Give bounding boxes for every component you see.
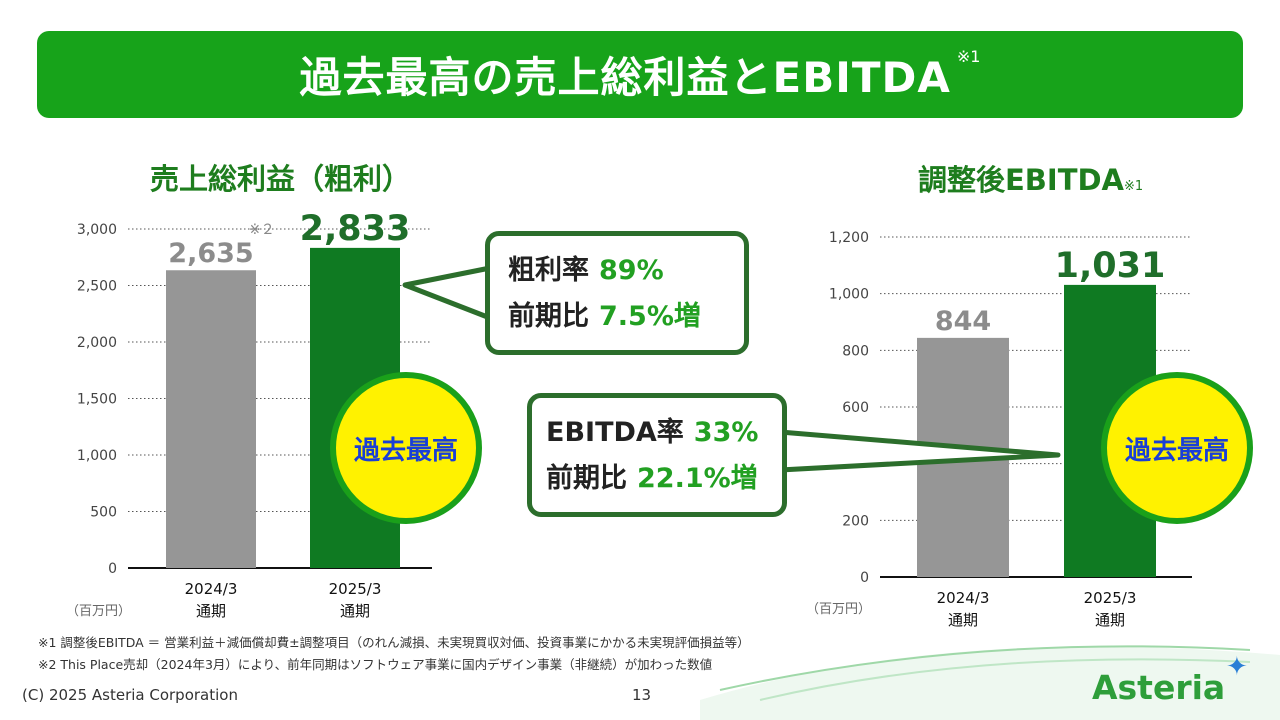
left-unit-label: （百万円） (66, 604, 132, 619)
right-unit-label: （百万円） (806, 602, 872, 617)
bar-value-label: 2,833 (300, 209, 411, 249)
x-tick-label: 通期 (340, 602, 370, 620)
x-tick-label: 通期 (1095, 611, 1125, 629)
y-tick-label: 200 (842, 513, 869, 529)
x-tick-label: 2025/3 (329, 580, 382, 598)
copyright: (C) 2025 Asteria Corporation (22, 686, 238, 704)
y-tick-label: 1,200 (829, 230, 869, 246)
page-title: 過去最高の売上総利益とEBITDA (299, 53, 951, 102)
gross-yoy-label: 前期比 (508, 301, 589, 332)
bar (166, 270, 256, 568)
y-tick-label: 2,000 (77, 335, 117, 351)
asteria-logo: Asteria (1092, 668, 1226, 707)
y-tick-label: 2,500 (77, 279, 117, 295)
gross-margin-callout: 粗利率 89% 前期比 7.5%増 (485, 231, 749, 355)
left-chart-title: 売上総利益（粗利） (150, 162, 412, 196)
ebitda-margin-callout: EBITDA率 33% 前期比 22.1%増 (527, 393, 787, 517)
y-tick-label: 1,500 (77, 392, 117, 408)
x-tick-label: 通期 (196, 602, 226, 620)
y-tick-label: 1,000 (77, 448, 117, 464)
y-tick-label: 1,000 (829, 287, 869, 303)
ebitda-yoy-label: 前期比 (546, 463, 627, 494)
y-tick-label: 800 (842, 343, 869, 359)
footnote-1: ※1 調整後EBITDA ＝ 営業利益＋減価償却費±調整項目（のれん減損、未実現… (38, 635, 750, 650)
x-tick-label: 2024/3 (937, 589, 990, 607)
x-tick-label: 通期 (948, 611, 978, 629)
title-note: ※1 (956, 47, 981, 66)
record-high-badge-left: 過去最高 (330, 372, 482, 524)
x-tick-label: 2024/3 (185, 580, 238, 598)
y-tick-label: 0 (860, 570, 869, 586)
gross-yoy-value: 7.5%増 (599, 301, 701, 332)
y-tick-label: 500 (90, 505, 117, 521)
gross-margin-label: 粗利率 (508, 255, 589, 286)
y-tick-label: 0 (108, 561, 117, 577)
x-tick-label: 2025/3 (1084, 589, 1137, 607)
title-banner: 過去最高の売上総利益とEBITDA ※1 (37, 31, 1243, 118)
ebitda-margin-label: EBITDA率 (546, 417, 684, 448)
right-chart-title: 調整後EBITDA※1 (918, 157, 1143, 199)
bar-value-label: 1,031 (1055, 246, 1166, 286)
sparkle-icon: ✦ (1226, 652, 1248, 682)
right-chart-title-text: 調整後EBITDA (918, 163, 1125, 197)
bar-value-label: 844 (935, 306, 991, 337)
gross-margin-value: 89% (599, 255, 664, 286)
bar-value-label: 2,635 (168, 238, 253, 269)
footnote-2: ※2 This Place売却（2024年3月）により、前年同期はソフトウェア事… (38, 657, 713, 672)
ebitda-margin-value: 33% (693, 417, 759, 448)
note-2-marker: ※２ (249, 222, 275, 238)
y-tick-label: 3,000 (77, 222, 117, 238)
record-high-badge-right: 過去最高 (1101, 372, 1253, 524)
y-tick-label: 600 (842, 400, 869, 416)
ebitda-yoy-value: 22.1%増 (637, 463, 758, 494)
right-chart-title-note: ※1 (1124, 179, 1144, 194)
page-number: 13 (632, 686, 652, 704)
